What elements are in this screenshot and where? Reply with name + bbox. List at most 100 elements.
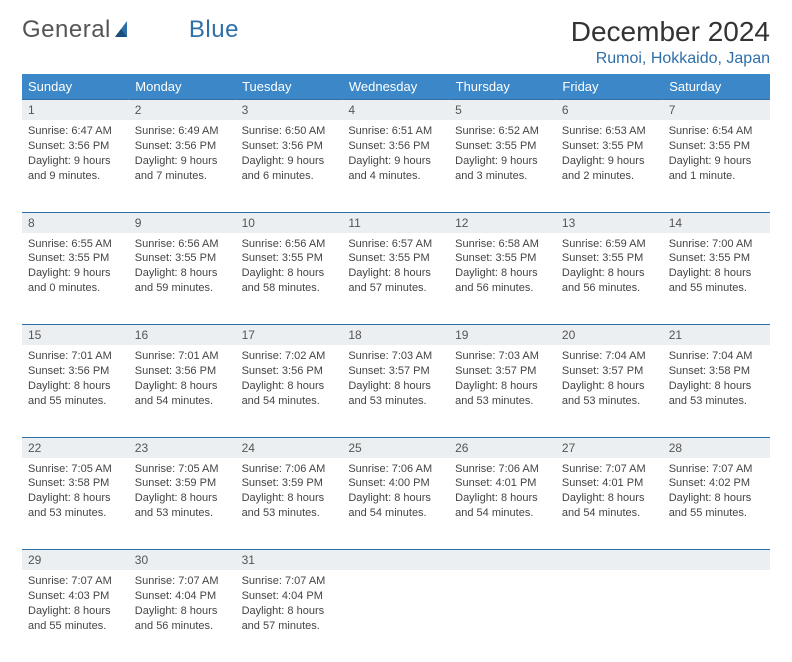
daylight-text-2: and 55 minutes. — [669, 506, 764, 521]
sunrise-text: Sunrise: 6:54 AM — [669, 124, 764, 139]
daylight-text-1: Daylight: 8 hours — [242, 604, 337, 619]
day-cell: Sunrise: 7:06 AMSunset: 4:00 PMDaylight:… — [342, 458, 449, 550]
day-number: 1 — [22, 100, 129, 121]
daylight-text-2: and 53 minutes. — [455, 394, 550, 409]
sunrise-text: Sunrise: 7:07 AM — [242, 574, 337, 589]
sunset-text: Sunset: 3:59 PM — [135, 476, 230, 491]
daylight-text-2: and 55 minutes. — [28, 394, 123, 409]
daylight-text-1: Daylight: 8 hours — [135, 491, 230, 506]
daylight-text-1: Daylight: 8 hours — [242, 379, 337, 394]
sunrise-text: Sunrise: 7:03 AM — [348, 349, 443, 364]
daylight-text-2: and 9 minutes. — [28, 169, 123, 184]
daylight-text-1: Daylight: 8 hours — [242, 491, 337, 506]
day-number: 3 — [236, 100, 343, 121]
day-number: 21 — [663, 325, 770, 346]
day-number: 27 — [556, 437, 663, 458]
calendar-table: SundayMondayTuesdayWednesdayThursdayFrid… — [22, 74, 770, 662]
day-cell: Sunrise: 7:06 AMSunset: 4:01 PMDaylight:… — [449, 458, 556, 550]
daylight-text-1: Daylight: 9 hours — [28, 154, 123, 169]
daylight-text-2: and 56 minutes. — [455, 281, 550, 296]
daylight-text-2: and 3 minutes. — [455, 169, 550, 184]
sunrise-text: Sunrise: 6:59 AM — [562, 237, 657, 252]
header: General Blue December 2024 Rumoi, Hokkai… — [22, 16, 770, 68]
sunrise-text: Sunrise: 7:06 AM — [348, 462, 443, 477]
daylight-text-1: Daylight: 8 hours — [348, 491, 443, 506]
sunset-text: Sunset: 3:56 PM — [28, 139, 123, 154]
day-number: 24 — [236, 437, 343, 458]
sunrise-text: Sunrise: 6:52 AM — [455, 124, 550, 139]
day-cell: Sunrise: 6:51 AMSunset: 3:56 PMDaylight:… — [342, 120, 449, 212]
daylight-text-1: Daylight: 8 hours — [28, 379, 123, 394]
day-cell: Sunrise: 6:57 AMSunset: 3:55 PMDaylight:… — [342, 233, 449, 325]
daylight-text-1: Daylight: 9 hours — [669, 154, 764, 169]
day-number: 18 — [342, 325, 449, 346]
logo-text-blue: Blue — [189, 16, 239, 44]
sunrise-text: Sunrise: 7:03 AM — [455, 349, 550, 364]
sunrise-text: Sunrise: 7:04 AM — [562, 349, 657, 364]
empty-daynum — [663, 550, 770, 571]
empty-cell — [449, 570, 556, 662]
day-number: 28 — [663, 437, 770, 458]
sunset-text: Sunset: 3:55 PM — [348, 251, 443, 266]
day-number: 23 — [129, 437, 236, 458]
day-header: Monday — [129, 74, 236, 100]
daylight-text-1: Daylight: 8 hours — [135, 266, 230, 281]
daylight-text-1: Daylight: 8 hours — [28, 604, 123, 619]
day-cell: Sunrise: 7:01 AMSunset: 3:56 PMDaylight:… — [129, 345, 236, 437]
daynum-row: 891011121314 — [22, 212, 770, 233]
sunset-text: Sunset: 3:55 PM — [562, 251, 657, 266]
sunset-text: Sunset: 3:55 PM — [562, 139, 657, 154]
day-cell: Sunrise: 6:56 AMSunset: 3:55 PMDaylight:… — [129, 233, 236, 325]
daynum-row: 22232425262728 — [22, 437, 770, 458]
day-cell: Sunrise: 6:56 AMSunset: 3:55 PMDaylight:… — [236, 233, 343, 325]
daylight-text-1: Daylight: 8 hours — [135, 604, 230, 619]
daylight-text-2: and 54 minutes. — [242, 394, 337, 409]
sunset-text: Sunset: 3:57 PM — [455, 364, 550, 379]
sunrise-text: Sunrise: 7:01 AM — [135, 349, 230, 364]
daylight-text-2: and 57 minutes. — [348, 281, 443, 296]
sunset-text: Sunset: 4:02 PM — [669, 476, 764, 491]
daylight-text-1: Daylight: 9 hours — [562, 154, 657, 169]
daylight-text-2: and 54 minutes. — [348, 506, 443, 521]
day-cell: Sunrise: 7:05 AMSunset: 3:59 PMDaylight:… — [129, 458, 236, 550]
day-cell: Sunrise: 7:04 AMSunset: 3:57 PMDaylight:… — [556, 345, 663, 437]
day-number: 6 — [556, 100, 663, 121]
day-cell: Sunrise: 7:07 AMSunset: 4:04 PMDaylight:… — [129, 570, 236, 662]
daylight-text-1: Daylight: 9 hours — [135, 154, 230, 169]
daylight-text-2: and 56 minutes. — [562, 281, 657, 296]
day-cell: Sunrise: 7:05 AMSunset: 3:58 PMDaylight:… — [22, 458, 129, 550]
day-header: Wednesday — [342, 74, 449, 100]
sunrise-text: Sunrise: 6:55 AM — [28, 237, 123, 252]
day-number: 31 — [236, 550, 343, 571]
day-number: 15 — [22, 325, 129, 346]
logo-sail-icon — [113, 19, 135, 41]
sunrise-text: Sunrise: 7:07 AM — [669, 462, 764, 477]
daylight-text-2: and 53 minutes. — [562, 394, 657, 409]
daylight-text-2: and 55 minutes. — [669, 281, 764, 296]
sunset-text: Sunset: 4:01 PM — [455, 476, 550, 491]
day-cell: Sunrise: 7:07 AMSunset: 4:04 PMDaylight:… — [236, 570, 343, 662]
day-header: Thursday — [449, 74, 556, 100]
daylight-text-2: and 57 minutes. — [242, 619, 337, 634]
content-row: Sunrise: 7:01 AMSunset: 3:56 PMDaylight:… — [22, 345, 770, 437]
day-cell: Sunrise: 7:03 AMSunset: 3:57 PMDaylight:… — [449, 345, 556, 437]
daylight-text-1: Daylight: 8 hours — [455, 266, 550, 281]
sunset-text: Sunset: 3:56 PM — [135, 139, 230, 154]
daylight-text-2: and 53 minutes. — [28, 506, 123, 521]
sunset-text: Sunset: 3:57 PM — [562, 364, 657, 379]
day-cell: Sunrise: 7:00 AMSunset: 3:55 PMDaylight:… — [663, 233, 770, 325]
daylight-text-1: Daylight: 9 hours — [242, 154, 337, 169]
day-number: 16 — [129, 325, 236, 346]
daylight-text-1: Daylight: 9 hours — [28, 266, 123, 281]
daylight-text-1: Daylight: 8 hours — [455, 491, 550, 506]
day-number: 17 — [236, 325, 343, 346]
day-cell: Sunrise: 7:06 AMSunset: 3:59 PMDaylight:… — [236, 458, 343, 550]
daylight-text-2: and 6 minutes. — [242, 169, 337, 184]
sunrise-text: Sunrise: 7:06 AM — [242, 462, 337, 477]
content-row: Sunrise: 6:47 AMSunset: 3:56 PMDaylight:… — [22, 120, 770, 212]
empty-cell — [556, 570, 663, 662]
day-number: 11 — [342, 212, 449, 233]
daylight-text-1: Daylight: 8 hours — [562, 266, 657, 281]
daylight-text-2: and 2 minutes. — [562, 169, 657, 184]
daylight-text-2: and 53 minutes. — [669, 394, 764, 409]
